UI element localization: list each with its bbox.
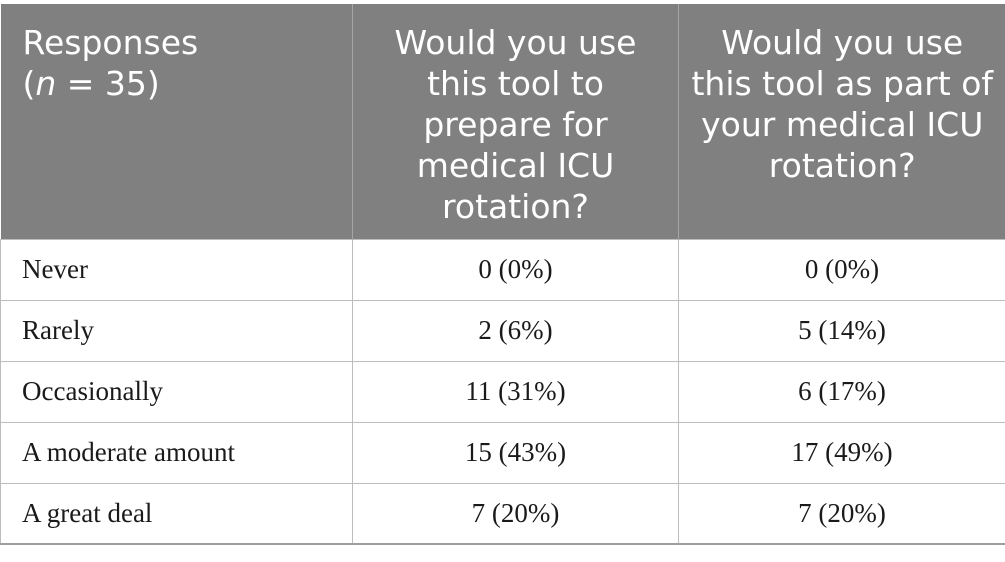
row-label: Rarely	[0, 299, 353, 362]
header-prepare-question: Would you use this tool to prepare for m…	[352, 4, 679, 239]
header-sample-variable: n	[35, 64, 57, 103]
prepare-value: 11 (31%)	[352, 360, 679, 423]
prepare-value: 7 (20%)	[352, 482, 679, 545]
header-responses-label: Responses	[22, 23, 199, 62]
part-of-value: 0 (0%)	[678, 238, 1005, 301]
prepare-value: 15 (43%)	[352, 421, 679, 484]
table-body: Never 0 (0%) 0 (0%) Rarely 2 (6%) 5 (14%…	[0, 238, 1005, 545]
part-of-value: 5 (14%)	[678, 299, 1005, 362]
table-row: A moderate amount 15 (43%) 17 (49%)	[0, 421, 1005, 484]
table-header: Responses (n = 35) Would you use this too…	[0, 4, 1005, 239]
part-of-value: 7 (20%)	[678, 482, 1005, 545]
row-label: Never	[0, 238, 353, 301]
table-row: Never 0 (0%) 0 (0%)	[0, 238, 1005, 301]
survey-responses-table: Responses (n = 35) Would you use this too…	[0, 4, 1005, 545]
row-label: Occasionally	[0, 360, 353, 423]
prepare-value: 2 (6%)	[352, 299, 679, 362]
prepare-value: 0 (0%)	[352, 238, 679, 301]
header-sample-size: = 35)	[56, 64, 160, 103]
row-label: A moderate amount	[0, 421, 353, 484]
part-of-value: 17 (49%)	[678, 421, 1005, 484]
row-label: A great deal	[0, 482, 353, 545]
header-sample-open: (	[22, 64, 36, 103]
header-row: Responses (n = 35) Would you use this too…	[0, 4, 1005, 239]
table-row: A great deal 7 (20%) 7 (20%)	[0, 482, 1005, 545]
table-row: Occasionally 11 (31%) 6 (17%)	[0, 360, 1005, 423]
table-row: Rarely 2 (6%) 5 (14%)	[0, 299, 1005, 362]
header-responses: Responses (n = 35)	[0, 4, 353, 239]
header-part-of-question: Would you use this tool as part of your …	[678, 4, 1005, 239]
part-of-value: 6 (17%)	[678, 360, 1005, 423]
